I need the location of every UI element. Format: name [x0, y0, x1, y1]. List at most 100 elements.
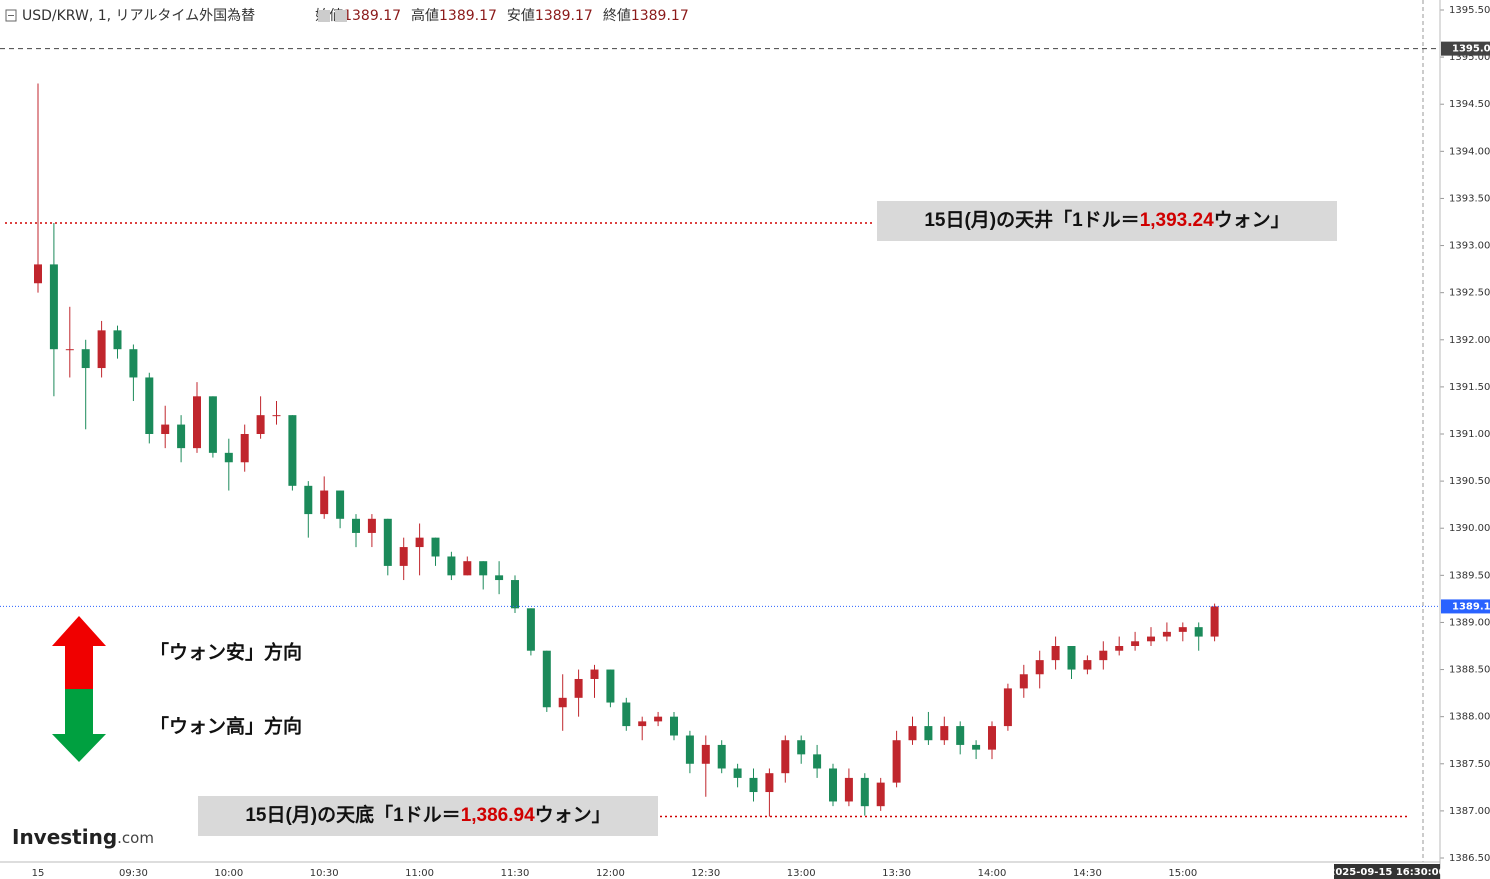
candle-body	[399, 547, 408, 566]
down-arrow	[52, 689, 106, 762]
x-tick-label: 15	[32, 868, 45, 879]
y-tick-label: 1388.50	[1449, 665, 1490, 676]
candle-body	[1019, 674, 1028, 689]
candle-body	[129, 349, 138, 378]
grid-layer: 1386.50 1387.00 1387.50 1388.00 1388.50 1389.…	[32, 5, 1490, 879]
y-tick-label: 1395.00	[1449, 52, 1490, 63]
x-tick-label: 12:30	[691, 868, 720, 879]
y-tick-label: 1389.00	[1449, 617, 1490, 628]
x-tick-label: 11:30	[501, 868, 530, 879]
price-label-box	[1441, 41, 1490, 56]
candle-body	[590, 669, 599, 679]
candle-body	[447, 556, 456, 576]
candle-body	[208, 396, 217, 453]
candle-body	[1083, 660, 1092, 670]
candle-body	[654, 716, 663, 722]
candle-body	[383, 518, 392, 566]
x-tick-label: 09:30	[119, 868, 148, 879]
candle-body	[701, 744, 710, 764]
candle-body	[1194, 627, 1203, 637]
annotation-text: 15日(月)の天井「1ドル＝	[924, 208, 1139, 231]
annotation-suffix: ウォン」	[535, 804, 611, 826]
y-tick-label: 1395.50	[1449, 5, 1490, 16]
candle-body	[765, 773, 774, 793]
x-tick-label: 14:30	[1073, 868, 1102, 879]
candle-body	[988, 726, 996, 750]
field-value: 1389.17	[535, 8, 593, 24]
y-tick-label: 1386.50	[1449, 853, 1490, 864]
x-tick-label: 10:30	[310, 868, 339, 879]
x-tick-label: 15:00	[1168, 868, 1197, 879]
candle-body	[463, 561, 472, 576]
x-tick-label: 13:00	[787, 868, 816, 879]
candle-body	[876, 782, 885, 807]
candle-body	[574, 678, 583, 698]
y-tick-label: 1393.00	[1449, 241, 1490, 252]
candle-body	[113, 330, 122, 350]
field-label: 安値	[507, 8, 535, 24]
candle-body	[288, 415, 297, 486]
candle-body	[542, 650, 551, 708]
y-tick-label: 1391.50	[1449, 382, 1490, 393]
candle-body	[145, 377, 154, 434]
annotation-value: 1,386.94	[461, 805, 535, 826]
annotation-value: 1,393.24	[1140, 210, 1214, 231]
candle-body	[431, 537, 440, 557]
candle-body	[733, 768, 742, 778]
logo: Investing.com	[12, 825, 154, 849]
x-tick-label: 10:00	[214, 868, 243, 879]
y-tick-label: 1390.00	[1449, 523, 1490, 534]
candle-body	[65, 349, 74, 351]
symbol: USD/KRW, 1, リアルタイム外国為替	[22, 8, 255, 24]
y-tick-label: 1391.00	[1449, 429, 1490, 440]
header: USD/KRW, 1, リアルタイム外国為替始値1389.17高値1389.17…	[22, 7, 689, 24]
candle-body	[97, 330, 106, 369]
y-tick-label: 1394.50	[1449, 99, 1490, 110]
field-label: 終値	[603, 8, 631, 24]
note: 「ウォン安」方向	[150, 641, 302, 664]
candle-body	[717, 744, 726, 769]
candle-body	[177, 424, 186, 449]
annotation-box	[877, 201, 1337, 241]
candle-body	[670, 716, 678, 736]
candle-body	[352, 518, 360, 533]
x-tick-label: 12:00	[596, 868, 625, 879]
candle-body	[1003, 688, 1012, 727]
candle-body	[34, 264, 42, 284]
candle-body	[193, 396, 201, 449]
field-value: 1389.17	[343, 8, 401, 24]
candle-body	[860, 777, 869, 807]
field-label: 高値	[411, 7, 439, 24]
candle-body	[272, 415, 281, 417]
settings-icon[interactable]	[335, 10, 347, 22]
candle-body	[240, 434, 249, 463]
y-tick-label: 1392.50	[1449, 288, 1490, 299]
x-tick-label: 13:30	[882, 868, 911, 879]
price-label: 1389.17	[1452, 601, 1490, 612]
candle-body	[415, 537, 424, 548]
candle-body	[606, 669, 615, 703]
field-value: 1389.17	[439, 8, 497, 24]
candle-body	[256, 415, 265, 434]
candle-body	[749, 777, 758, 793]
x-tick-label: 11:00	[405, 868, 434, 879]
field-value: 1389.17	[631, 8, 689, 24]
settings-icon[interactable]	[318, 10, 330, 22]
candle-body	[924, 726, 933, 741]
timestamp-box	[1334, 864, 1440, 879]
candle-body	[685, 735, 694, 764]
annotation: 15日(月)の天底「1ドル＝1,386.94ウォン」	[245, 803, 610, 826]
y-tick-label: 1387.50	[1449, 759, 1490, 770]
x-tick-label: 14:00	[978, 868, 1007, 879]
candle-body	[829, 768, 837, 802]
candle-body	[1051, 646, 1060, 661]
y-tick-label: 1389.50	[1449, 570, 1490, 581]
candle-body	[781, 740, 790, 774]
collapse-icon[interactable]	[5, 9, 17, 22]
candle-body	[956, 726, 965, 745]
candle-body	[479, 561, 488, 576]
candle-body	[844, 777, 853, 802]
y-tick-label: 1388.00	[1449, 712, 1490, 723]
